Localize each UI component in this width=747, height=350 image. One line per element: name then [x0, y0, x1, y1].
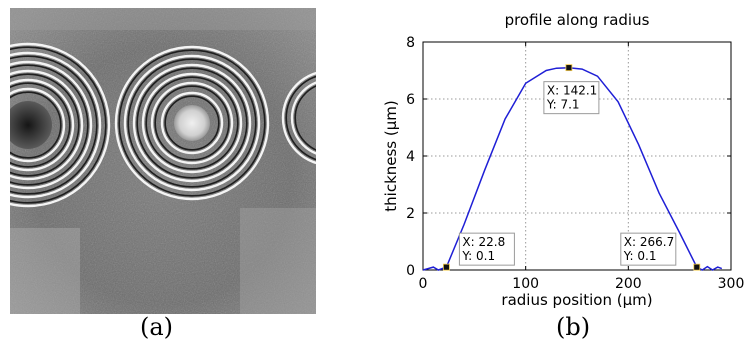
chart-title: profile along radius [505, 11, 650, 29]
datatip-x-label: X: 266.7 [624, 235, 674, 249]
phase-map-image [10, 8, 316, 314]
fringe-ring [10, 69, 84, 181]
fringe-rings-right [281, 71, 316, 165]
x-tick-label: 0 [419, 276, 428, 292]
panel-b-caption: (b) [556, 313, 591, 341]
chart-grid [423, 42, 731, 270]
fringe-ring-shadow [285, 75, 316, 161]
y-tick-label: 8 [406, 35, 415, 51]
fringe-ring [10, 42, 111, 208]
noisy-bottom-left [10, 228, 80, 314]
y-tick-label: 6 [406, 92, 415, 108]
fringe-ring [114, 45, 270, 201]
fringe-ring-shadow [118, 49, 266, 197]
fringe-ring-shadow [10, 46, 107, 204]
fringe-ring [141, 72, 243, 174]
datatip-marker [565, 64, 573, 72]
x-axis-title: radius position (μm) [501, 291, 652, 309]
fringe-ring-shadow [10, 91, 62, 159]
datatip-x-label: X: 22.8 [462, 235, 505, 249]
left-dark-spot [10, 101, 52, 149]
x-tick-label: 100 [512, 276, 539, 292]
datatips: X: 22.8Y: 0.1X: 142.1Y: 7.1X: 266.7Y: 0.… [443, 64, 701, 271]
axis-ticks: 0 100 200 300 0 2 4 6 8 [406, 35, 744, 292]
datatip-box [620, 232, 677, 266]
x-tick-label: 300 [718, 276, 745, 292]
fringe-ring [132, 63, 252, 183]
y-tick-label: 0 [406, 263, 415, 279]
datatip-y-label: Y: 7.1 [546, 98, 580, 112]
fringe-ring [281, 71, 316, 165]
fringe-ring-shadow [10, 82, 71, 168]
fringe-ring-shadow [127, 58, 257, 188]
datatip-marker [693, 263, 701, 271]
fringe-ring [150, 81, 234, 165]
y-axis-title: thickness (μm) [382, 100, 400, 211]
panel-a-caption: (a) [140, 313, 174, 341]
fringe-ring-shadow [294, 85, 316, 151]
fringe-ring [10, 87, 66, 163]
datatip-y-label: Y: 0.1 [623, 249, 657, 263]
fringe-ring [123, 54, 261, 192]
center-bright-spot [174, 105, 210, 141]
fringe-ring [290, 81, 316, 155]
x-tick-label: 200 [615, 276, 642, 292]
fringe-ring-shadow [164, 95, 220, 151]
noisy-top-border [10, 8, 316, 30]
fringe-rings-left [10, 42, 111, 208]
noisy-bottom-right [240, 208, 316, 314]
fringe-ring-shadow [10, 73, 80, 177]
datatip-y-label: Y: 0.1 [461, 249, 495, 263]
fringe-ring-shadow [136, 67, 248, 179]
fringe-ring [160, 91, 224, 155]
fringe-ring-shadow [10, 55, 98, 195]
datatip-box [458, 232, 515, 266]
fringe-ring-shadow [145, 76, 239, 170]
fringe-ring [10, 78, 75, 172]
fringe-ring-shadow [10, 64, 89, 186]
fringe-ring-shadow [154, 85, 230, 161]
y-tick-label: 4 [406, 149, 415, 165]
fringe-rings-center [114, 45, 270, 201]
datatip-box [543, 81, 600, 115]
phase-noise [10, 8, 316, 314]
datatip-x-label: X: 142.1 [547, 84, 597, 98]
fringe-ring [10, 60, 93, 190]
y-tick-label: 2 [406, 206, 415, 222]
datatip-marker [443, 263, 450, 271]
fringe-ring [10, 51, 102, 199]
